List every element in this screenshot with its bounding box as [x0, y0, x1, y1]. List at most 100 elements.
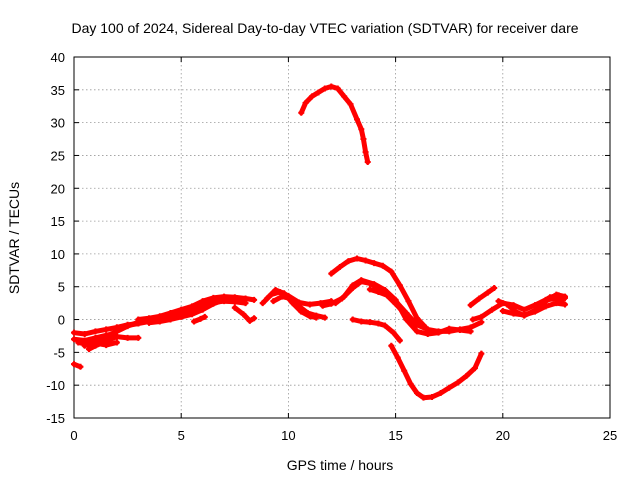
data-point	[478, 319, 485, 326]
chart-title: Day 100 of 2024, Sidereal Day-to-day VTE…	[71, 20, 578, 36]
series-mid-1	[191, 313, 208, 325]
data-point	[354, 255, 361, 262]
data-point	[71, 361, 77, 368]
grid	[74, 57, 610, 418]
y-tick-label: -5	[53, 345, 65, 360]
data-series	[71, 83, 568, 401]
data-point	[358, 318, 365, 325]
series-trace	[232, 305, 257, 324]
data-point	[188, 311, 195, 318]
data-point	[332, 300, 339, 307]
data-point	[561, 301, 568, 308]
data-point	[375, 288, 382, 295]
data-point	[546, 294, 553, 301]
data-point	[135, 316, 142, 323]
data-point	[484, 289, 491, 296]
series-mid-5	[270, 293, 328, 321]
data-point	[409, 317, 416, 324]
data-point	[306, 301, 313, 308]
data-point	[296, 303, 303, 310]
series-mid-2	[231, 304, 258, 324]
data-point	[491, 285, 498, 292]
data-point	[414, 315, 421, 322]
data-point	[124, 334, 131, 341]
data-point	[83, 341, 90, 348]
data-point	[435, 329, 442, 336]
data-point	[81, 330, 88, 337]
series-rising-3	[146, 295, 249, 326]
data-point	[259, 300, 266, 307]
data-point	[96, 336, 103, 343]
data-point	[422, 324, 429, 331]
x-tick-label: 20	[496, 428, 510, 443]
data-point	[103, 342, 110, 349]
data-point	[75, 339, 82, 346]
series-peak	[298, 83, 371, 166]
data-point	[167, 309, 174, 316]
data-point	[510, 310, 517, 317]
data-point	[287, 295, 294, 302]
data-point	[429, 393, 436, 400]
data-point	[321, 85, 328, 92]
plot-frame	[73, 56, 611, 419]
data-point	[390, 329, 397, 336]
data-point	[392, 300, 399, 307]
data-point	[113, 333, 120, 340]
data-point	[146, 319, 153, 326]
data-point	[478, 313, 485, 320]
y-tick-label: -15	[46, 411, 65, 426]
data-point	[381, 322, 388, 329]
data-point	[113, 324, 120, 331]
series-late-3	[499, 300, 568, 318]
data-point	[210, 300, 217, 307]
data-point	[405, 298, 412, 305]
data-point	[384, 292, 391, 299]
data-point	[347, 101, 354, 108]
data-point	[471, 365, 478, 372]
y-tick-label: 20	[51, 181, 65, 196]
data-point	[489, 306, 496, 313]
data-point	[298, 109, 305, 116]
data-point	[495, 298, 502, 305]
series-mid-8	[349, 316, 403, 344]
data-point	[92, 340, 99, 347]
data-point	[86, 346, 93, 353]
data-point	[319, 302, 326, 309]
data-point	[313, 312, 320, 319]
x-tick-label: 15	[388, 428, 402, 443]
data-point	[446, 325, 453, 332]
data-point	[364, 159, 371, 166]
data-point	[521, 311, 528, 318]
data-point	[345, 258, 352, 265]
data-point	[396, 282, 403, 289]
data-point	[191, 318, 198, 325]
y-tick-label: 30	[51, 116, 65, 131]
data-point	[167, 316, 174, 323]
data-point	[308, 93, 315, 100]
data-point	[476, 295, 483, 302]
data-point	[388, 342, 395, 349]
y-tick-label: 25	[51, 148, 65, 163]
data-point	[362, 257, 369, 264]
y-tick-label: 5	[58, 280, 65, 295]
data-point	[354, 116, 361, 123]
data-point	[561, 294, 568, 301]
data-point	[341, 93, 348, 100]
data-point	[478, 350, 485, 357]
x-tick-label: 5	[178, 428, 185, 443]
data-point	[542, 303, 549, 310]
data-point	[341, 293, 348, 300]
data-point	[424, 330, 431, 337]
data-point	[396, 337, 403, 344]
series-dip	[388, 342, 485, 401]
y-tick-label: 35	[51, 83, 65, 98]
data-point	[531, 308, 538, 315]
data-point	[71, 329, 77, 336]
data-point	[366, 319, 373, 326]
data-point	[315, 89, 322, 96]
y-tick-label: 40	[51, 50, 65, 65]
data-point	[270, 298, 277, 305]
data-point	[362, 149, 369, 156]
data-point	[349, 282, 356, 289]
